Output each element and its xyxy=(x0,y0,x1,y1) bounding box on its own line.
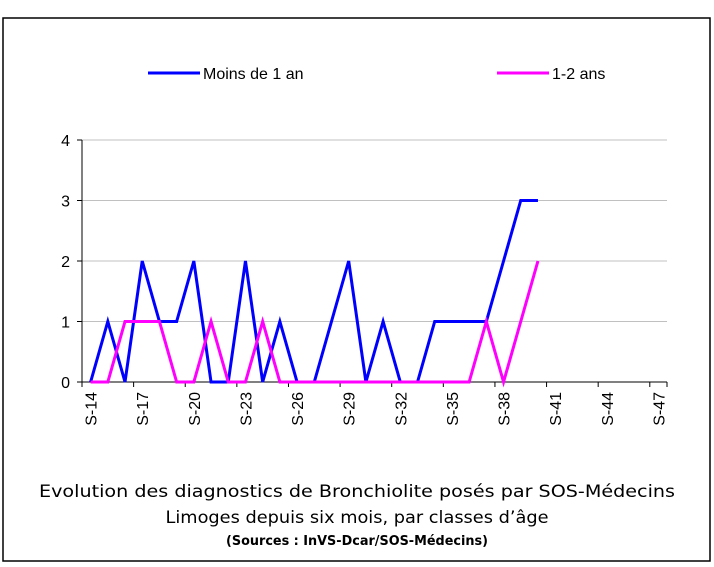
x-tick-label: S-23 xyxy=(238,392,255,426)
y-tick-label: 0 xyxy=(61,375,70,392)
legend-label: 1-2 ans xyxy=(552,66,605,83)
x-tick-label: S-35 xyxy=(445,392,462,426)
x-tick-label: S-47 xyxy=(651,392,668,426)
x-tick-label: S-14 xyxy=(84,392,101,426)
legend-label: Moins de 1 an xyxy=(203,66,304,83)
x-tick-label: S-32 xyxy=(393,392,410,426)
x-tick-label: S-38 xyxy=(497,392,514,426)
x-tick-label: S-29 xyxy=(342,392,359,426)
x-tick-label: S-44 xyxy=(600,392,617,426)
caption: Evolution des diagnostics de Bronchiolit… xyxy=(39,482,675,502)
x-tick-label: S-41 xyxy=(548,392,565,426)
caption: Limoges depuis six mois, par classes d’â… xyxy=(166,508,549,528)
y-tick-label: 1 xyxy=(61,315,70,332)
x-tick-label: S-26 xyxy=(290,392,307,426)
y-tick-label: 4 xyxy=(61,133,70,150)
x-tick-label: S-20 xyxy=(187,392,204,426)
y-tick-label: 2 xyxy=(61,254,70,271)
series-line xyxy=(90,260,540,388)
series-line xyxy=(89,199,538,384)
x-tick-label: S-17 xyxy=(135,392,152,426)
frame xyxy=(2,17,711,562)
y-tick-label: 3 xyxy=(61,194,70,211)
caption: (Sources : InVS-Dcar/SOS-Médecins) xyxy=(226,534,488,549)
